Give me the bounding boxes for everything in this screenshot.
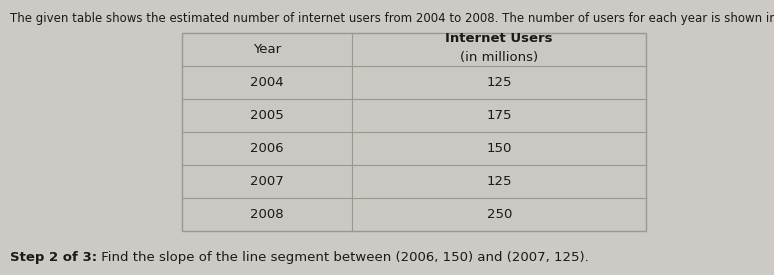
- Text: Year: Year: [253, 43, 281, 56]
- Text: The given table shows the estimated number of internet users from 2004 to 2008. : The given table shows the estimated numb…: [10, 12, 774, 25]
- Text: 2008: 2008: [250, 208, 284, 221]
- Text: 125: 125: [487, 175, 512, 188]
- Text: 2007: 2007: [250, 175, 284, 188]
- Text: 250: 250: [487, 208, 512, 221]
- Bar: [182, 33, 646, 231]
- Text: 2006: 2006: [250, 142, 284, 155]
- Text: Internet Users: Internet Users: [446, 32, 553, 45]
- Text: Find the slope of the line segment between (2006, 150) and (2007, 125).: Find the slope of the line segment betwe…: [98, 251, 589, 264]
- Text: 175: 175: [487, 109, 512, 122]
- Text: 2005: 2005: [250, 109, 284, 122]
- Text: Step 2 of 3:: Step 2 of 3:: [10, 251, 98, 264]
- Text: 150: 150: [487, 142, 512, 155]
- Text: 125: 125: [487, 76, 512, 89]
- Text: (in millions): (in millions): [461, 51, 538, 64]
- Text: 2004: 2004: [250, 76, 284, 89]
